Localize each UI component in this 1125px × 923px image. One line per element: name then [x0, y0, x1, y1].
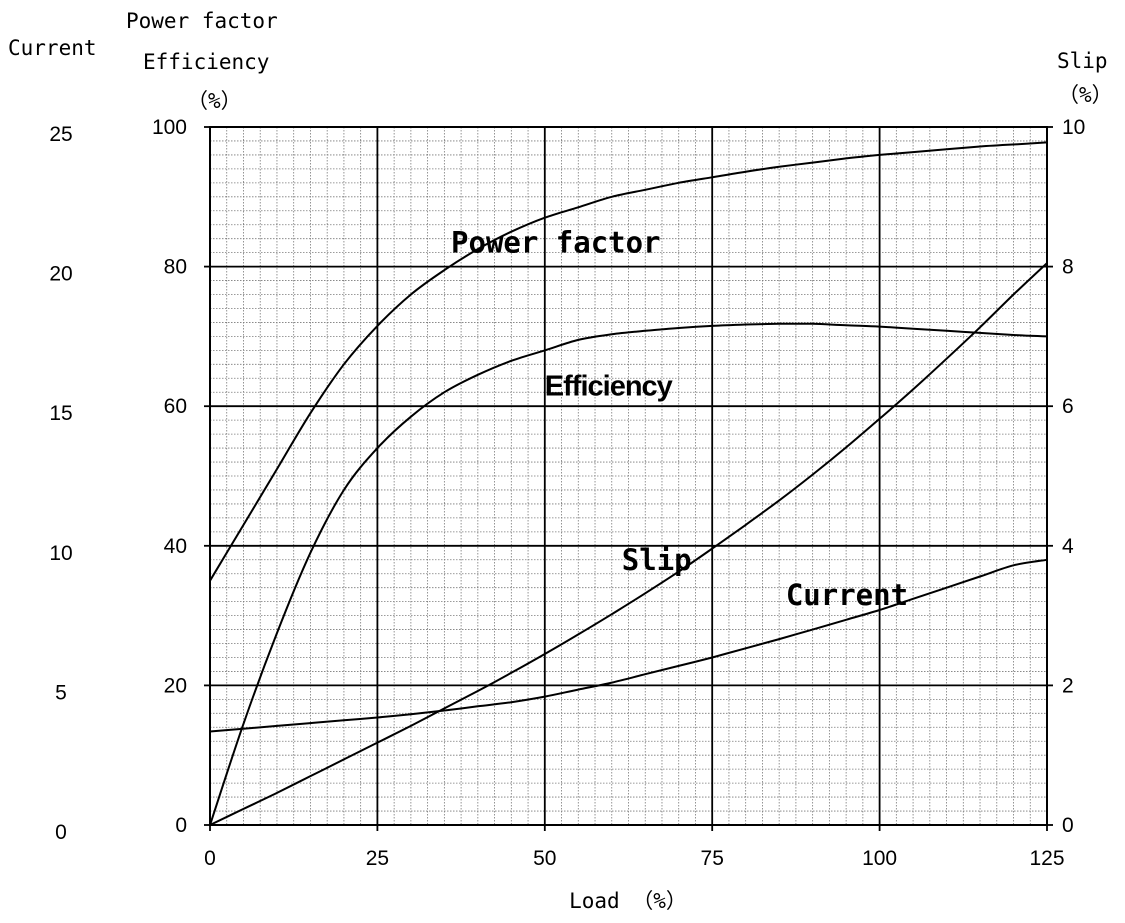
right-tick-label: 2 — [1062, 674, 1074, 697]
left-outer-tick-label: 25 — [49, 123, 72, 146]
right-axis-unit: （%） — [1058, 83, 1113, 107]
left-inner-tick-label: 60 — [164, 395, 187, 418]
right-tick-label: 10 — [1062, 116, 1085, 139]
series-line-efficiency — [209, 322, 1048, 826]
right-tick-label: 6 — [1062, 395, 1074, 418]
x-axis-title: Load （%） — [569, 889, 687, 913]
x-tick-label: 25 — [366, 847, 389, 870]
left-inner-tick-label: 20 — [164, 674, 187, 697]
left-inner-tick-label: 0 — [175, 814, 187, 837]
curve-label-current: Current — [786, 578, 908, 612]
left-outer-tick-label: 0 — [55, 821, 67, 844]
right-tick-label: 4 — [1062, 535, 1074, 558]
x-tick-label: 50 — [533, 847, 556, 870]
left-inner-tick-label: 100 — [152, 116, 187, 139]
left-inner-axis-title-line2: Efficiency — [143, 50, 269, 74]
curve-label-efficiency: Efficiency — [545, 371, 673, 403]
right-tick-label: 8 — [1062, 256, 1074, 279]
axes — [204, 126, 1053, 831]
left-outer-tick-label: 10 — [49, 542, 72, 565]
series-line-power-factor — [209, 141, 1048, 582]
right-axis-title: Slip — [1057, 49, 1108, 73]
left-inner-tick-label: 40 — [164, 535, 187, 558]
curve-label-slip: Slip — [622, 543, 692, 577]
left-outer-tick-label: 15 — [49, 402, 72, 425]
left-inner-axis-title-line1: Power factor — [126, 9, 278, 33]
series-lines — [209, 141, 1048, 826]
series-line-slip — [209, 262, 1048, 826]
left-outer-tick-label: 5 — [55, 681, 67, 704]
left-inner-tick-label: 80 — [164, 256, 187, 279]
x-tick-label: 125 — [1029, 847, 1064, 870]
curve-label-power-factor: Power factor — [451, 226, 661, 260]
labels: Current Power factor Efficiency （%） Slip… — [8, 9, 1113, 913]
left-inner-axis-unit: （%） — [187, 89, 242, 113]
x-tick-label: 100 — [862, 847, 897, 870]
right-tick-label: 0 — [1062, 814, 1074, 837]
series-line-current — [209, 558, 1048, 733]
x-tick-label: 75 — [701, 847, 724, 870]
plot-frame — [209, 126, 1048, 826]
left-outer-axis-title: Current — [8, 36, 97, 60]
left-outer-tick-label: 20 — [49, 263, 72, 286]
grid — [210, 127, 1047, 825]
x-tick-label: 0 — [204, 847, 216, 870]
